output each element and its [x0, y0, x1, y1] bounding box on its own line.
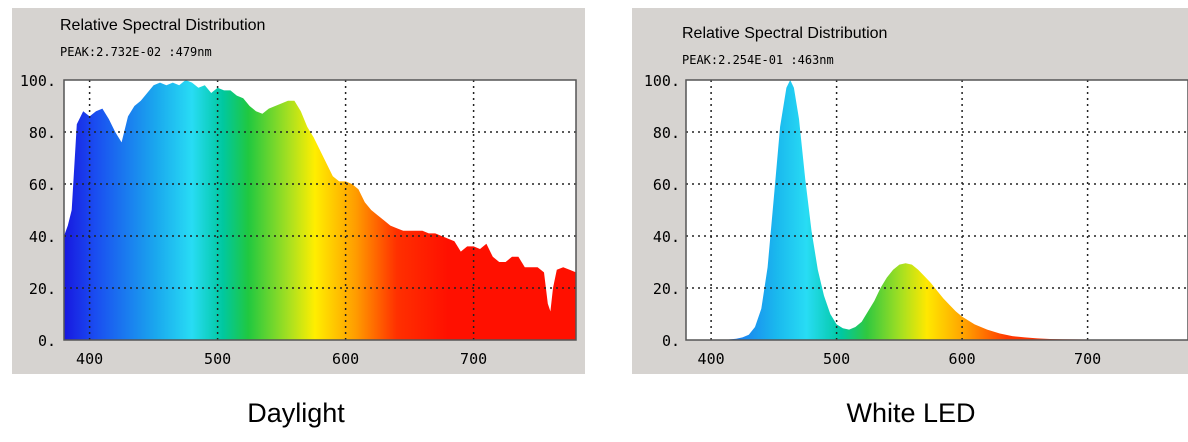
- y-tick-label-20: 20.: [653, 280, 680, 298]
- y-tick-label-20: 20.: [29, 280, 56, 298]
- chart-title: Relative Spectral Distribution: [682, 25, 887, 42]
- caption-daylight: Daylight: [247, 398, 345, 428]
- y-tick-label-60: 60.: [653, 176, 680, 194]
- y-tick-label-80: 80.: [653, 124, 680, 142]
- spectrum-area: [686, 80, 1188, 340]
- x-tick-label-400: 400: [76, 350, 103, 368]
- y-tick-label-0: 0.: [662, 332, 680, 350]
- daylight-chart: Relative Spectral Distribution PEAK:2.732…: [12, 8, 585, 374]
- plot-frame: [685, 79, 1188, 341]
- x-tick-label-500: 500: [823, 350, 850, 368]
- y-tick-label-40: 40.: [653, 228, 680, 246]
- x-tick-label-500: 500: [204, 350, 231, 368]
- y-tick-label-100: 100.: [20, 72, 56, 90]
- spectrum-area: [64, 80, 576, 340]
- x-tick-label-400: 400: [698, 350, 725, 368]
- y-tick-label-80: 80.: [29, 124, 56, 142]
- chart-title: Relative Spectral Distribution: [60, 17, 265, 34]
- y-tick-label-0: 0.: [38, 332, 56, 350]
- caption-white-led: White LED: [846, 398, 976, 428]
- x-tick-label-600: 600: [949, 350, 976, 368]
- y-tick-label-40: 40.: [29, 228, 56, 246]
- y-tick-label-60: 60.: [29, 176, 56, 194]
- peak-label: PEAK:2.254E-01 :463nm: [682, 53, 834, 67]
- plot-frame: [63, 79, 577, 341]
- x-tick-label-600: 600: [332, 350, 359, 368]
- white-led-chart: Relative Spectral Distribution PEAK:2.254…: [632, 8, 1188, 374]
- x-tick-label-700: 700: [460, 350, 487, 368]
- y-tick-label-100: 100.: [644, 72, 680, 90]
- peak-label: PEAK:2.732E-02 :479nm: [60, 45, 212, 59]
- x-tick-label-700: 700: [1074, 350, 1101, 368]
